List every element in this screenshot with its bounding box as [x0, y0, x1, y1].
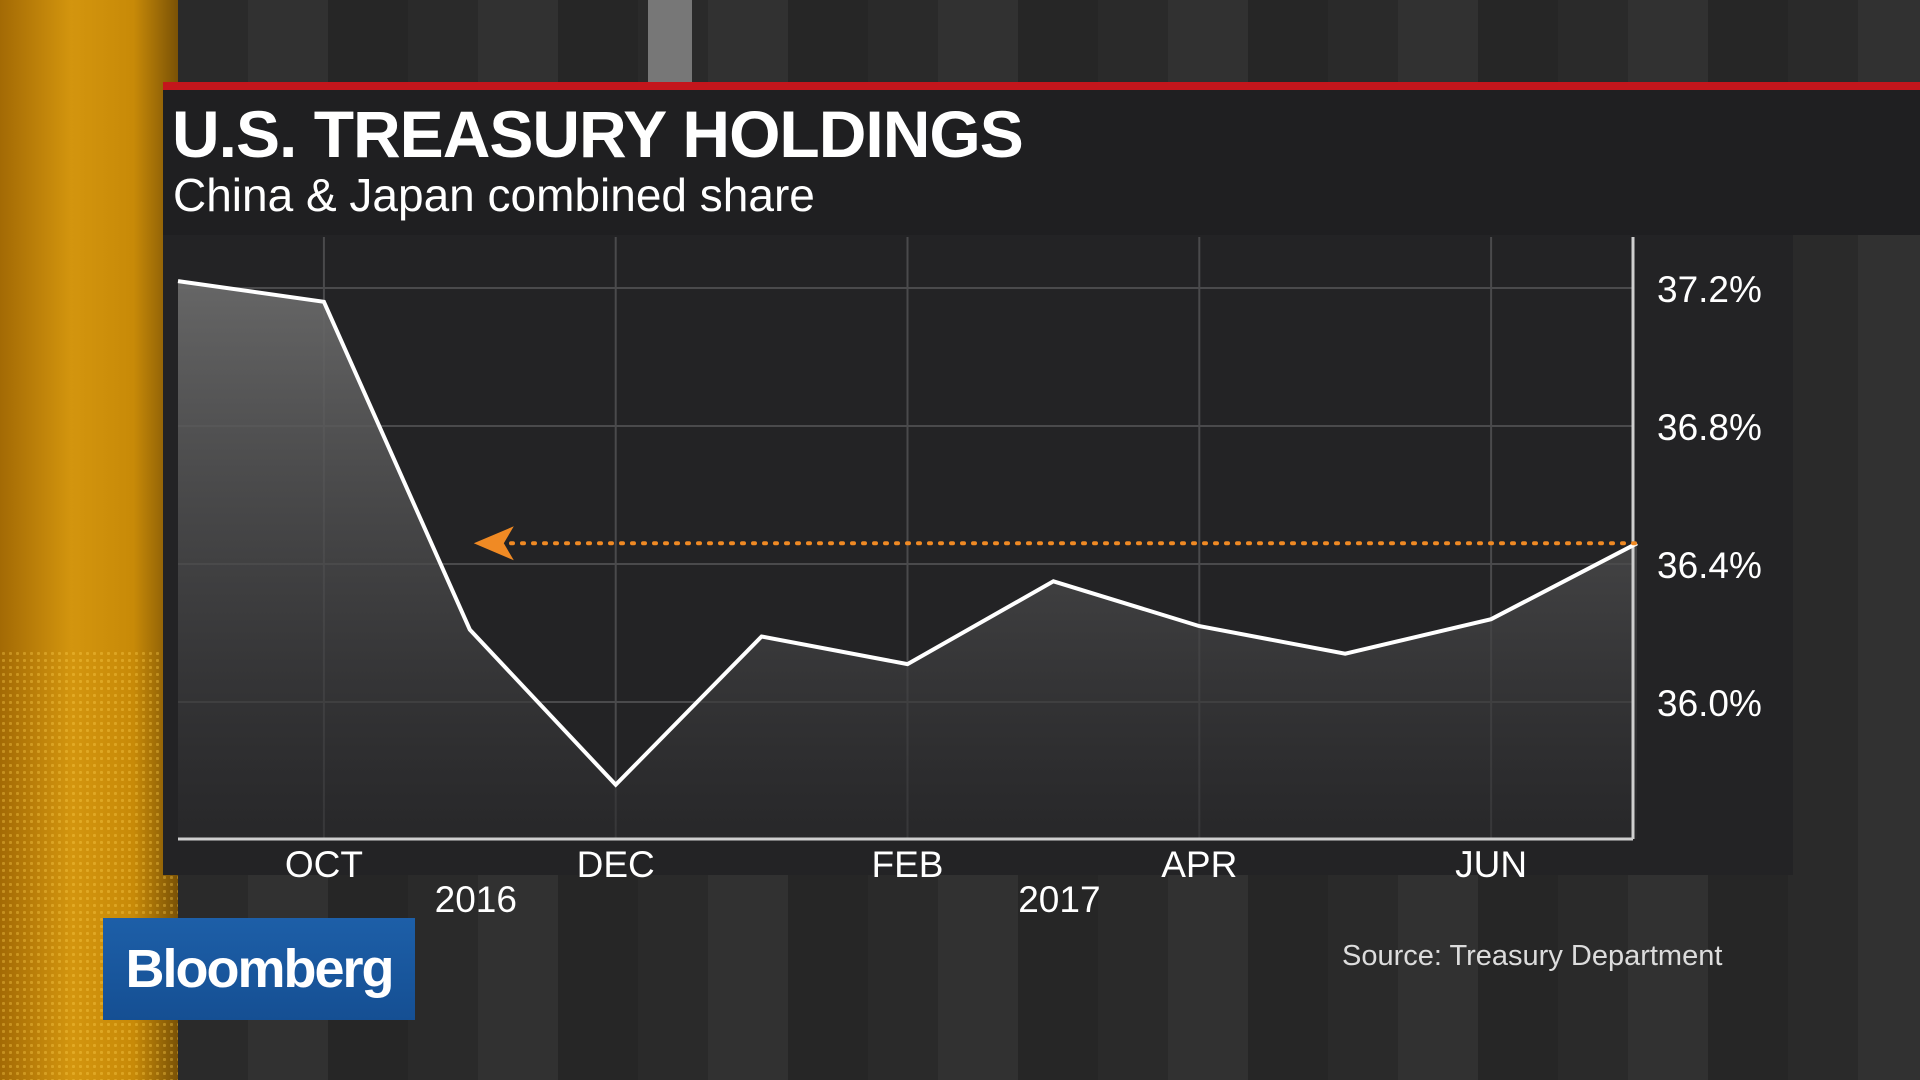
header-red-rule	[163, 82, 1920, 90]
axes	[178, 237, 1635, 841]
annotation	[473, 526, 1637, 561]
x-tick-label-apr: APR	[1161, 844, 1237, 885]
series-line-china-japan-share	[177, 279, 1638, 788]
area-fill	[178, 281, 1637, 840]
y-tick-label-4: 37.2%	[1657, 269, 1762, 310]
bloomberg-logo: Bloomberg	[103, 918, 415, 1020]
source-note: Source: Treasury Department	[1342, 940, 1723, 972]
x-tick-label-jun: JUN	[1455, 844, 1527, 885]
y-tick-label-1: 36.0%	[1657, 683, 1762, 724]
bloomberg-logo-text: Bloomberg	[125, 939, 394, 999]
header-panel	[163, 90, 1920, 235]
tick-labels: 36.0% 36.4% 36.8% 37.2% OCT DEC FEB APR JUN 2016 2…	[285, 269, 1762, 920]
year-label-2016: 2016	[435, 879, 517, 920]
background-gold-panel	[0, 0, 178, 1080]
x-tick-label-dec: DEC	[577, 844, 655, 885]
chart-subtitle: China & Japan combined share	[173, 169, 815, 221]
annotation-arrowhead	[473, 526, 514, 561]
y-tick-label-3: 36.8%	[1657, 407, 1762, 448]
year-label-2017: 2017	[1018, 879, 1100, 920]
x-tick-label-feb: FEB	[872, 844, 944, 885]
y-tick-label-2: 36.4%	[1657, 545, 1762, 586]
background-light-bar	[648, 0, 692, 82]
x-tick-label-oct: OCT	[285, 844, 363, 885]
chart-title: U.S. TREASURY HOLDINGS	[172, 97, 1024, 171]
